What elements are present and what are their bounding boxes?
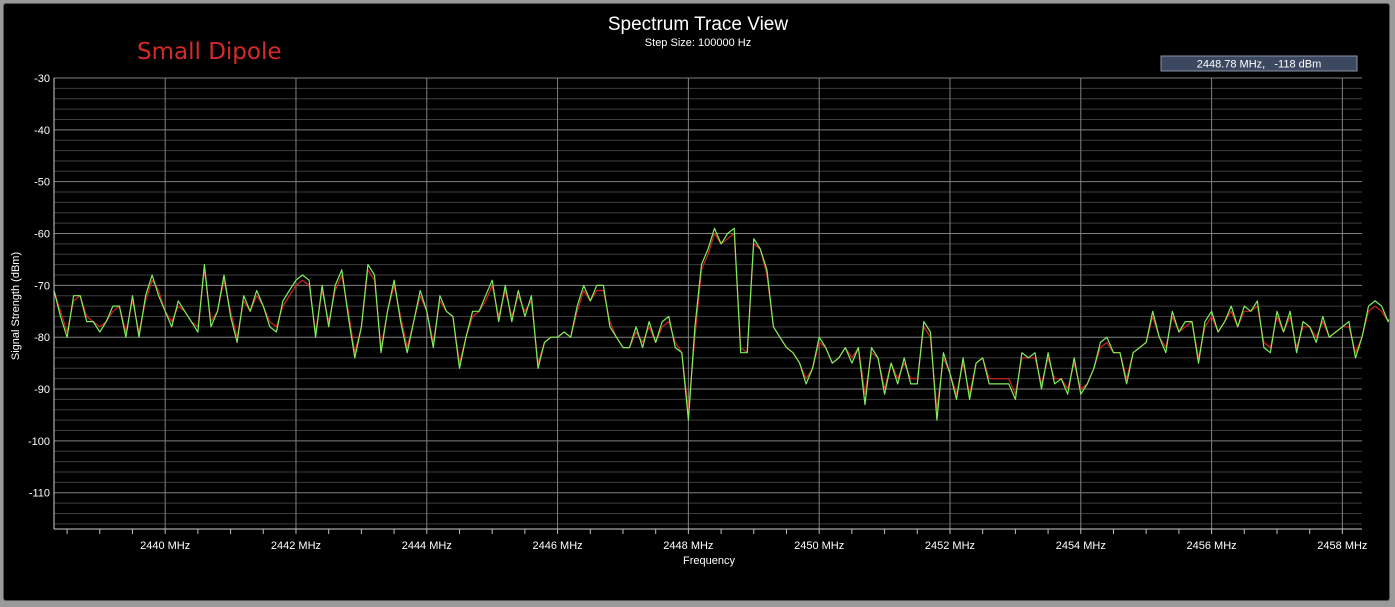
spectrum-chart-panel: -30 -40 -50 -60 -70 -80 -90 -100 -110 2440 MHz 244… <box>3 3 1390 601</box>
x-tick-label: 2450 MHz <box>794 540 844 552</box>
x-tick-label: 2458 MHz <box>1317 540 1367 552</box>
x-tick-label: 2448 MHz <box>663 540 713 552</box>
cursor-readout: 2448.78 MHz, -118 dBm <box>1160 55 1358 72</box>
chart-subtitle: Step Size: 100000 Hz <box>645 37 751 49</box>
cursor-readout-text: 2448.78 MHz, -118 dBm <box>1197 59 1322 71</box>
antenna-annotation: Small Dipole <box>137 39 282 65</box>
chart-title: Spectrum Trace View <box>608 14 789 35</box>
spectrum-chart: -30 -40 -50 -60 -70 -80 -90 -100 -110 2440 MHz 244… <box>10 14 1389 567</box>
y-axis-title: Signal Strength (dBm) <box>10 252 22 360</box>
y-tick-label: -80 <box>34 332 50 344</box>
x-tick-label: 2456 MHz <box>1187 540 1237 552</box>
y-tick-label: -30 <box>34 73 50 85</box>
x-axis-title: Frequency <box>683 555 735 567</box>
y-tick-label: -110 <box>29 488 50 500</box>
y-tick-label: -50 <box>34 177 50 189</box>
y-tick-label: -100 <box>28 436 50 448</box>
x-tick-label: 2446 MHz <box>533 540 583 552</box>
x-tick-label: 2440 MHz <box>140 540 190 552</box>
y-tick-label: -60 <box>34 229 50 241</box>
series-layer <box>53 227 1389 421</box>
grid <box>54 77 1362 529</box>
y-tick-label: -70 <box>34 280 50 292</box>
x-tick-label: 2442 MHz <box>271 540 321 552</box>
tick-labels: -30 -40 -50 -60 -70 -80 -90 -100 -110 2440 MHz 244… <box>28 73 1367 552</box>
cursor-readout-box <box>1160 55 1358 72</box>
y-tick-label: -90 <box>34 384 50 396</box>
green-trace <box>53 227 1389 421</box>
y-tick-label: -40 <box>34 125 50 137</box>
axes <box>53 78 1362 534</box>
x-tick-label: 2444 MHz <box>402 540 452 552</box>
x-tick-label: 2454 MHz <box>1056 540 1106 552</box>
x-tick-label: 2452 MHz <box>925 540 975 552</box>
